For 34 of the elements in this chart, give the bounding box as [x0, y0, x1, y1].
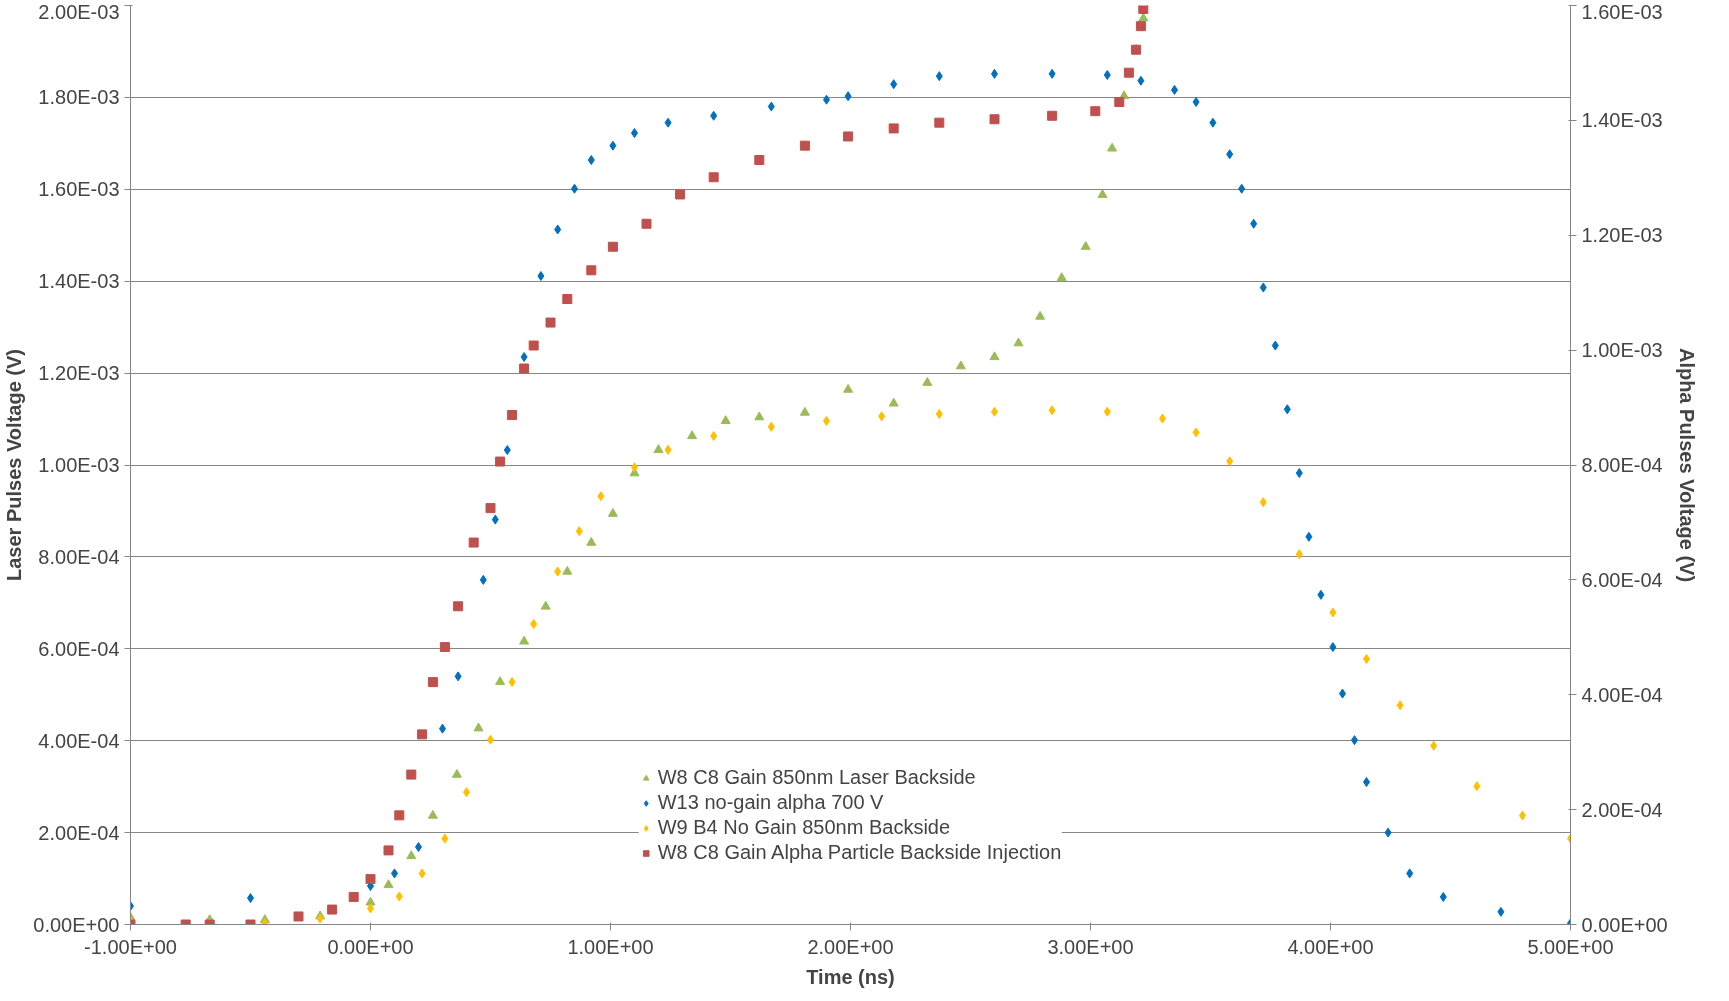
y2-tick-label: 1.00E-03	[1581, 339, 1663, 362]
legend-label: W13 no-gain alpha 700 V	[657, 791, 884, 814]
x-tick-label: -1.00E+00	[84, 935, 177, 958]
y-tick-label: 0.00E+00	[33, 913, 120, 936]
y2-tick-label: 0.00E+00	[1581, 913, 1668, 936]
y-tick-label: 1.60E-03	[38, 178, 120, 201]
x-tick-label: 0.00E+00	[327, 935, 414, 958]
y2-tick-label: 4.00E-04	[1581, 683, 1663, 706]
x-tick-label: 1.00E+00	[567, 935, 654, 958]
x-tick-label: 3.00E+00	[1047, 935, 1134, 958]
y-tick-label: 1.40E-03	[38, 270, 120, 293]
y2-tick-label: 1.60E-03	[1581, 0, 1663, 23]
x-axis-title: Time (ns)	[806, 965, 895, 988]
y2-axis-title: Alpha Pulses Voltage (V)	[1675, 347, 1698, 583]
y2-tick-label: 8.00E-04	[1581, 454, 1663, 476]
x-tick-label: 5.00E+00	[1527, 935, 1614, 958]
y2-tick-label: 1.20E-03	[1581, 224, 1663, 247]
y-tick-label: 1.00E-03	[38, 454, 120, 476]
y-tick-label: 1.80E-03	[38, 86, 120, 109]
y-tick-label: 8.00E-04	[38, 545, 120, 568]
y2-tick-label: 6.00E-04	[1581, 568, 1663, 591]
y-tick-label: 2.00E-04	[38, 821, 120, 844]
x-tick-label: 4.00E+00	[1287, 935, 1374, 958]
y2-tick-label: 1.40E-03	[1581, 109, 1663, 132]
legend-label: W9 B4 No Gain 850nm Backside	[657, 816, 951, 839]
legend-label: W8 C8 Gain 850nm Laser Backside	[657, 766, 976, 789]
y-tick-label: 6.00E-04	[38, 637, 120, 660]
legend-label: W8 C8 Gain Alpha Particle Backside Injection	[657, 841, 1062, 864]
y-tick-label: 1.20E-03	[38, 362, 120, 385]
x-tick-label: 2.00E+00	[807, 935, 894, 958]
y-tick-label: 4.00E-04	[38, 729, 120, 752]
y2-tick-label: 2.00E-04	[1581, 798, 1663, 821]
y-axis-title: Laser Pulses Voltage (V)	[3, 349, 26, 581]
y-tick-label: 2.00E-03	[38, 0, 120, 23]
